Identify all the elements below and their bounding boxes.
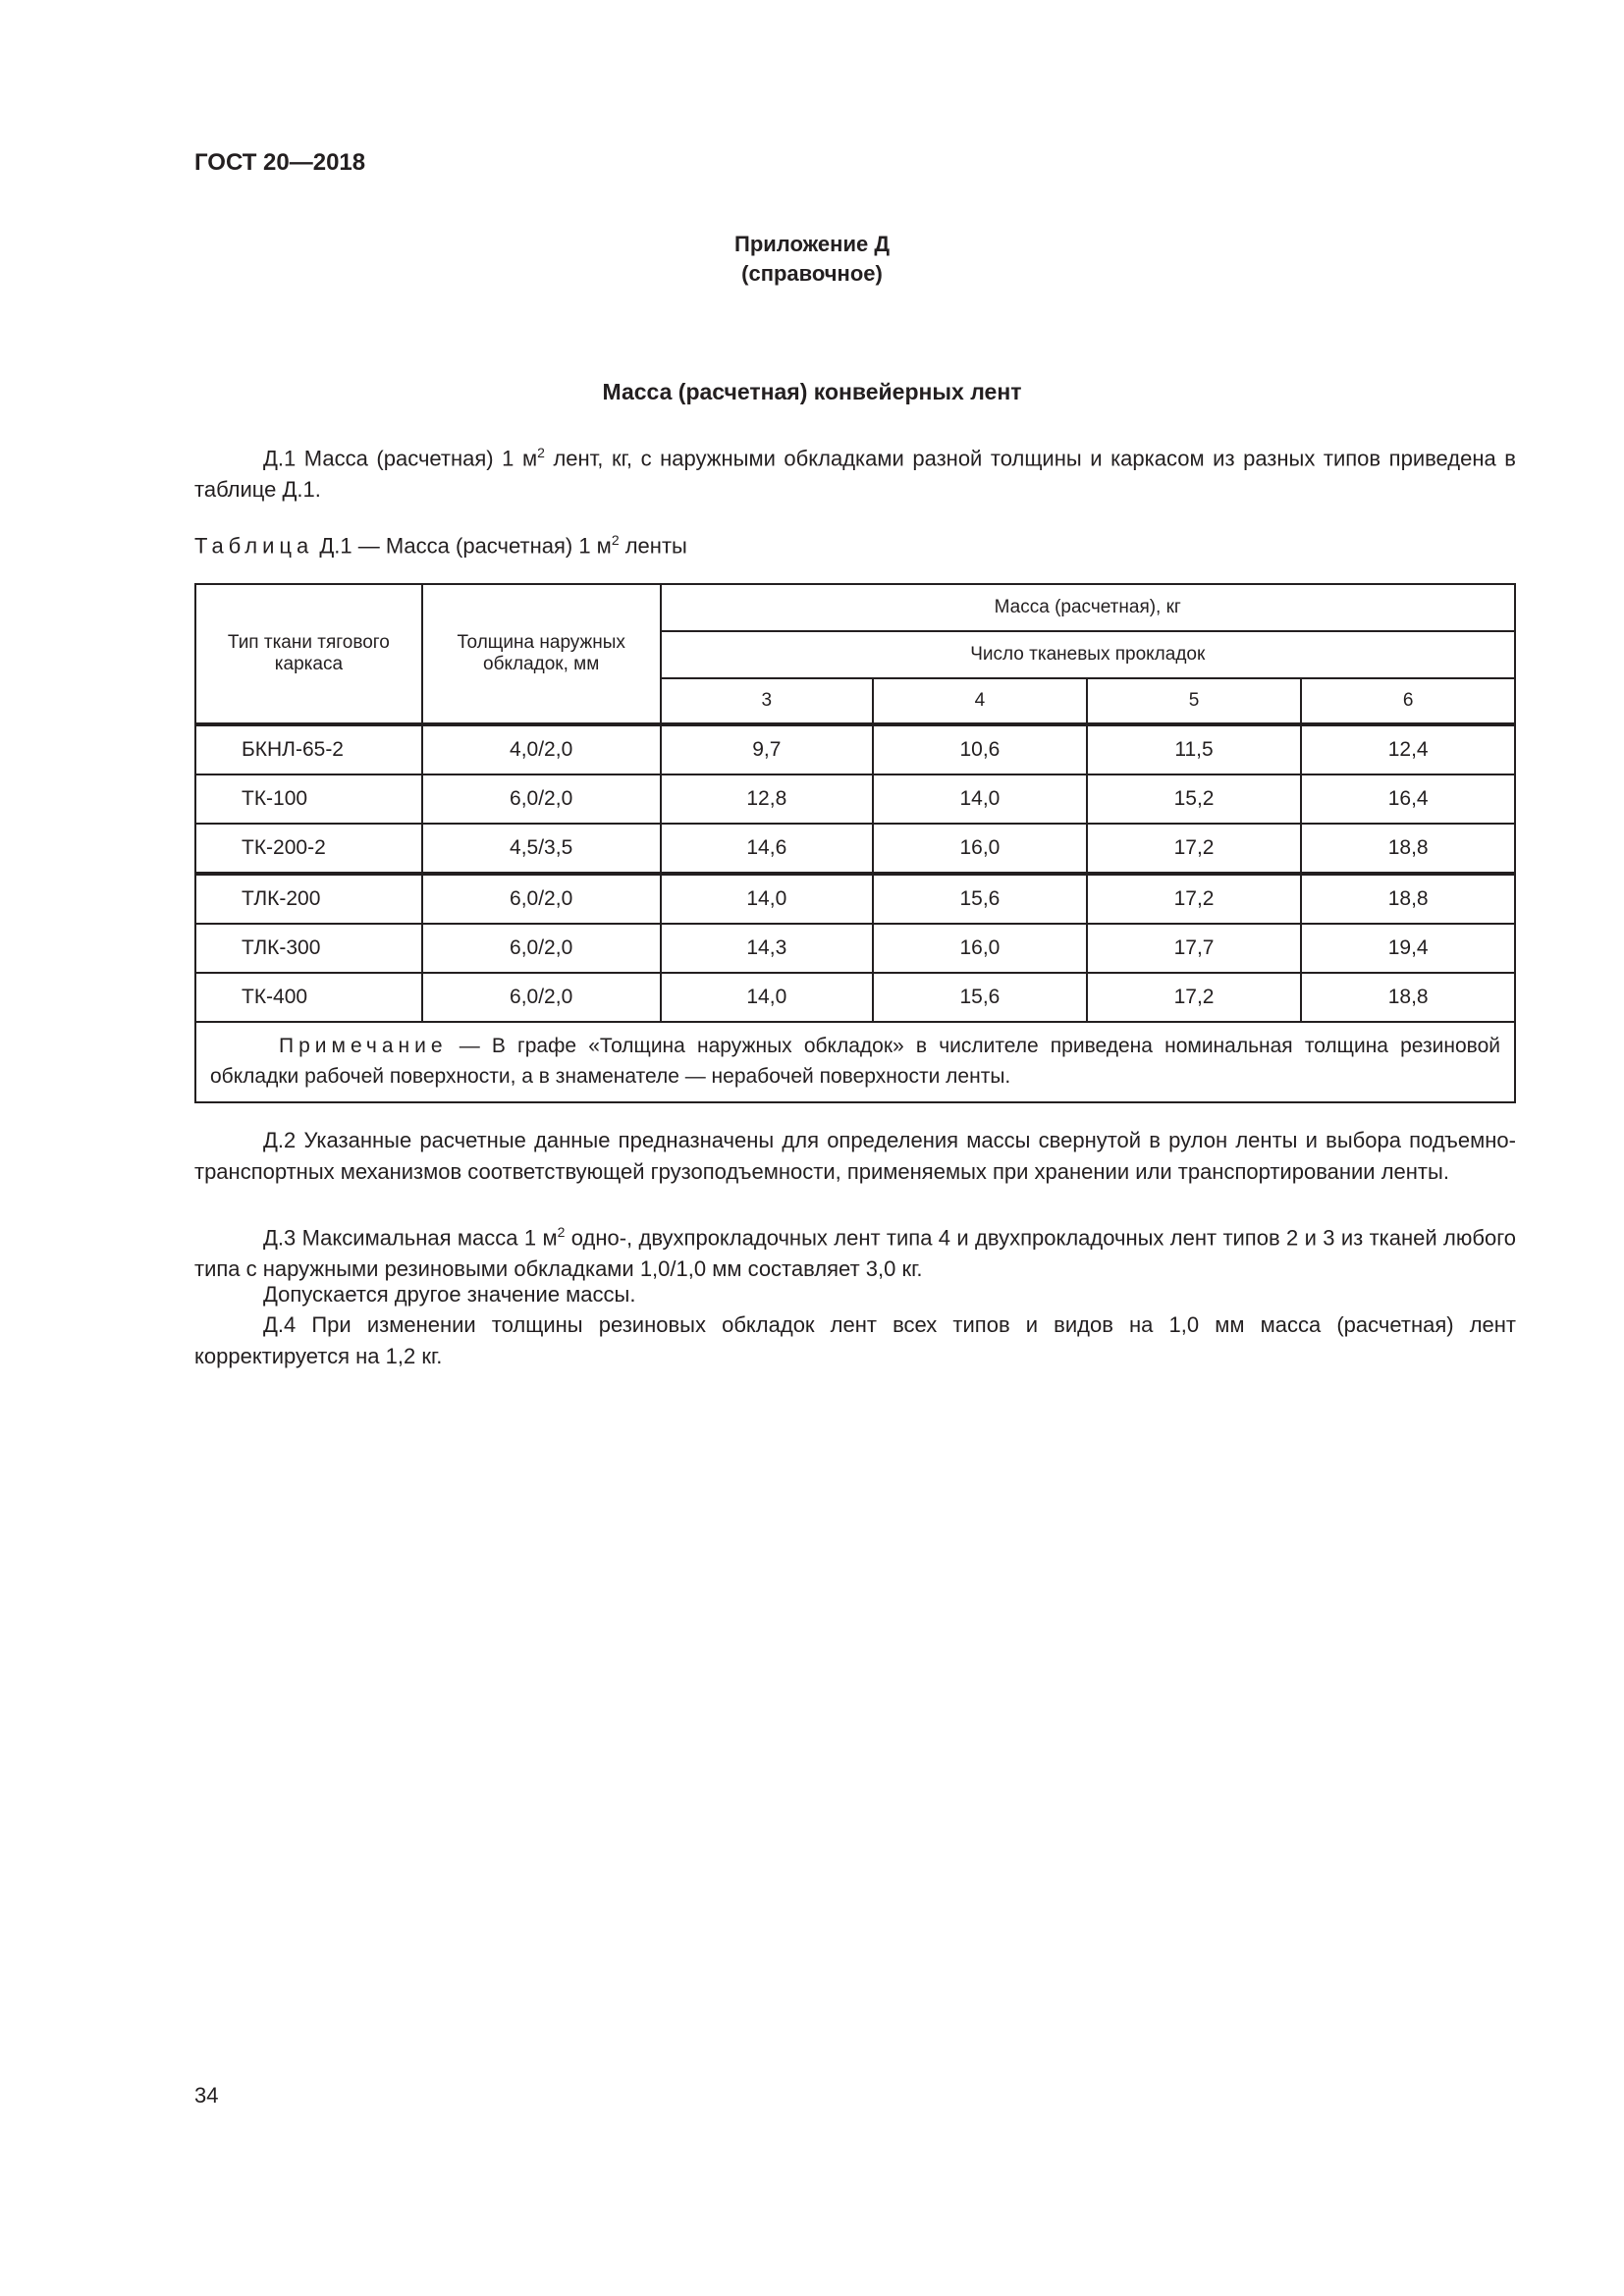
header-thickness: Толщина наружных обкладок, мм [420,583,662,725]
cell-thickness: 4,5/3,5 [420,823,662,875]
table-caption: Таблица Д.1 — Масса (расчетная) 1 м2 лен… [194,532,687,559]
caption-label: Таблица [194,533,314,559]
cell-thickness: 6,0/2,0 [420,923,662,974]
d1-text-end: лент, кг, с наружными обкладками разной … [194,446,1516,502]
cell-thickness: 4,0/2,0 [420,722,662,775]
cell-mass: 11,5 [1085,722,1303,775]
cell-mass: 17,7 [1085,923,1303,974]
d1-sup: 2 [537,445,545,460]
cell-mass: 14,6 [659,823,875,875]
cell-type: ТК-200-2 [194,823,423,875]
cell-mass: 15,6 [872,872,1088,925]
table-row: БКНЛ-65-2 4,0/2,0 9,7 10,6 11,5 12,4 [194,722,1516,775]
caption-sup: 2 [611,532,620,548]
cell-type: ТЛК-300 [194,923,423,974]
cell-mass: 12,4 [1300,722,1516,775]
appendix-heading: Приложение Д (справочное) [0,230,1624,289]
cell-mass: 12,8 [659,774,875,825]
cell-mass: 16,4 [1300,774,1516,825]
table-row: ТК-200-2 4,5/3,5 14,6 16,0 17,2 18,8 [194,823,1516,875]
header-ply-5: 5 [1085,677,1303,725]
cell-mass: 14,0 [659,872,875,925]
d3-text: Д.3 Максимальная масса 1 м [263,1225,558,1251]
appendix-title: Приложение Д [734,232,890,256]
section-title: Масса (расчетная) конвейерных лент [602,379,1022,404]
cell-mass: 10,6 [872,722,1088,775]
paragraph-d4: Д.4 При изменении толщины резиновых обкл… [194,1312,1516,1368]
cell-mass: 18,8 [1300,823,1516,875]
paragraph-d2: Д.2 Указанные расчетные данные предназна… [194,1128,1516,1184]
table-row: ТЛК-200 6,0/2,0 14,0 15,6 17,2 18,8 [194,872,1516,925]
cell-mass: 19,4 [1300,923,1516,974]
caption-text-end: ленты [619,533,687,559]
header-mass: Масса (расчетная), кг [659,583,1517,632]
header-plies: Число тканевых прокладок [659,630,1517,679]
cell-mass: 14,3 [659,923,875,974]
table-row: ТК-100 6,0/2,0 12,8 14,0 15,2 16,4 [194,774,1516,825]
cell-mass: 15,2 [1085,774,1303,825]
cell-thickness: 6,0/2,0 [420,972,662,1023]
cell-mass: 14,0 [872,774,1088,825]
d1-text: Д.1 Масса (расчетная) 1 м [263,446,538,471]
cell-mass: 16,0 [872,823,1088,875]
page-number: 34 [194,2083,219,2108]
note-label: Примечание [279,1035,448,1057]
cell-mass: 16,0 [872,923,1088,974]
appendix-subtitle: (справочное) [741,261,883,286]
paragraph-d3: Д.3 Максимальная масса 1 м2 одно-, двухп… [194,1217,1516,1284]
cell-type: ТЛК-200 [194,872,423,925]
cell-type: БКНЛ-65-2 [194,722,423,775]
note-text: — В графе «Толщина наружных обкладок» в … [210,1035,1500,1088]
cell-mass: 17,2 [1085,972,1303,1023]
cell-mass: 18,8 [1300,872,1516,925]
header-ply-4: 4 [872,677,1088,725]
cell-thickness: 6,0/2,0 [420,774,662,825]
d3-sup: 2 [557,1224,566,1240]
header-type: Тип ткани тягового каркаса [194,583,423,725]
cell-mass: 14,0 [659,972,875,1023]
paragraph-d1: Д.1 Масса (расчетная) 1 м2 лент, кг, с н… [194,438,1516,505]
paragraph-d3-extra: Допускается другое значение массы. [263,1282,636,1307]
cell-mass: 17,2 [1085,823,1303,875]
cell-mass: 15,6 [872,972,1088,1023]
standard-header: ГОСТ 20—2018 [194,149,366,176]
table-row: ТЛК-300 6,0/2,0 14,3 16,0 17,7 19,4 [194,923,1516,974]
header-ply-3: 3 [659,677,875,725]
cell-thickness: 6,0/2,0 [420,872,662,925]
cell-mass: 9,7 [659,722,875,775]
table-note: Примечание — В графе «Толщина наружных о… [194,1021,1516,1103]
cell-type: ТК-400 [194,972,423,1023]
mass-table: Тип ткани тягового каркаса Толщина наруж… [194,583,1517,1103]
cell-type: ТК-100 [194,774,423,825]
header-ply-6: 6 [1300,677,1516,725]
table-row: ТК-400 6,0/2,0 14,0 15,6 17,2 18,8 [194,972,1516,1023]
cell-mass: 17,2 [1085,872,1303,925]
cell-mass: 18,8 [1300,972,1516,1023]
d3-text-end: одно-, двухпрокладочных лент типа 4 и дв… [194,1225,1516,1281]
caption-text: Д.1 — Масса (расчетная) 1 м [313,533,612,559]
